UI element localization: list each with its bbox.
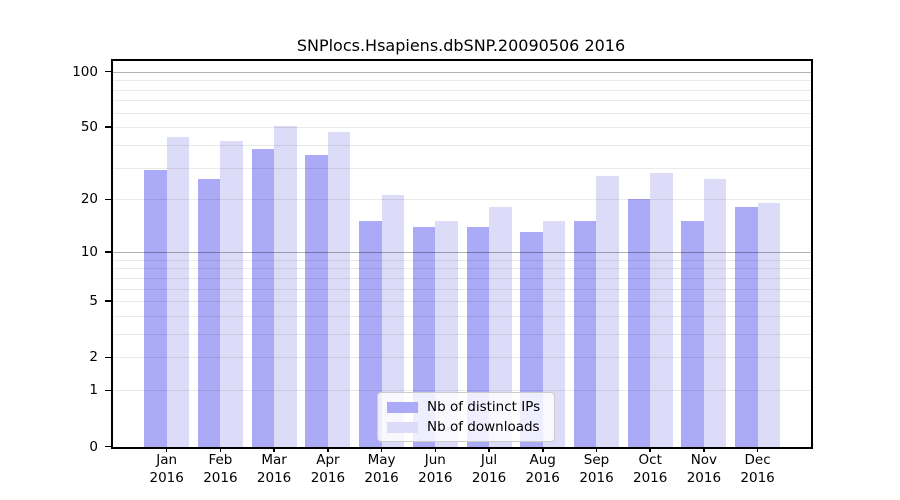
x-tickmark-jul bbox=[488, 446, 490, 452]
bar-ips-jan bbox=[144, 170, 167, 447]
gridline-7 bbox=[112, 277, 811, 279]
gridline-100 bbox=[112, 71, 811, 73]
x-tick-label-dec: Dec 2016 bbox=[740, 452, 775, 486]
x-tickmark-feb bbox=[219, 446, 222, 452]
legend-swatch-ips bbox=[387, 401, 418, 413]
gridline-3 bbox=[112, 333, 811, 335]
y-tickmark-10 bbox=[104, 251, 111, 253]
x-tickmark-jun bbox=[434, 446, 437, 452]
gridline-50 bbox=[112, 127, 811, 129]
y-tickmark-5 bbox=[104, 300, 111, 302]
gridline-1 bbox=[112, 390, 811, 392]
bar-ips-dec bbox=[735, 207, 758, 447]
gridline-9 bbox=[112, 259, 811, 261]
bar-downloads-jul bbox=[489, 207, 512, 447]
x-tickmark-jan bbox=[165, 446, 168, 452]
x-tickmark-aug bbox=[542, 446, 544, 452]
legend-swatch-downloads bbox=[387, 421, 418, 433]
bar-ips-jun bbox=[412, 226, 436, 447]
y-tick-label-20: 20 bbox=[80, 191, 98, 208]
gridline-8 bbox=[112, 268, 811, 270]
bar-downloads-may bbox=[381, 195, 405, 447]
y-tick-label-0: 0 bbox=[89, 438, 98, 455]
y-tickmark-100 bbox=[104, 70, 111, 73]
gridline-90 bbox=[112, 80, 811, 82]
bar-ips-jul bbox=[466, 226, 490, 447]
x-tickmark-dec bbox=[756, 446, 759, 452]
legend: Nb of distinct IPs Nb of downloads bbox=[377, 392, 556, 442]
legend-item-downloads: Nb of downloads bbox=[387, 419, 540, 435]
gridline-10 bbox=[112, 251, 811, 253]
x-tick-label-mar: Mar 2016 bbox=[256, 452, 292, 486]
legend-item-ips: Nb of distinct IPs bbox=[387, 399, 540, 415]
y-tick-label-1: 1 bbox=[89, 382, 98, 399]
gridline-40 bbox=[112, 144, 811, 146]
x-tick-label-jul: Jul 2016 bbox=[471, 452, 507, 486]
bar-ips-feb bbox=[197, 178, 221, 447]
bar-ips-sep bbox=[573, 221, 597, 447]
legend-label-downloads: Nb of downloads bbox=[427, 419, 540, 435]
y-tick-label-5: 5 bbox=[89, 293, 98, 309]
plot-area bbox=[110, 58, 813, 449]
x-tick-label-feb: Feb 2016 bbox=[203, 452, 238, 486]
x-tick-label-jun: Jun 2016 bbox=[418, 452, 453, 486]
bar-ips-nov bbox=[681, 221, 704, 447]
bar-downloads-jan bbox=[166, 137, 190, 447]
bar-downloads-sep bbox=[596, 175, 619, 447]
bar-ips-apr bbox=[305, 155, 328, 447]
x-tick-label-aug: Aug 2016 bbox=[525, 452, 560, 486]
x-tick-label-jan: Jan 2016 bbox=[149, 452, 184, 486]
gridline-70 bbox=[112, 100, 811, 102]
x-tick-label-nov: Nov 2016 bbox=[686, 452, 722, 486]
bar-downloads-mar bbox=[274, 125, 297, 447]
x-tick-label-may: May 2016 bbox=[364, 452, 399, 486]
legend-label-ips: Nb of distinct IPs bbox=[427, 399, 541, 415]
gridline-30 bbox=[112, 167, 811, 169]
gridline-6 bbox=[112, 288, 811, 290]
y-tickmark-50 bbox=[104, 126, 111, 128]
x-tick-label-apr: Apr 2016 bbox=[310, 452, 346, 486]
bar-downloads-oct bbox=[650, 173, 673, 447]
y-tickmark-1 bbox=[104, 389, 111, 391]
gridline-20 bbox=[112, 199, 811, 201]
x-tickmark-sep bbox=[595, 446, 598, 452]
bar-downloads-jun bbox=[435, 221, 458, 447]
gridline-2 bbox=[112, 357, 811, 359]
gridline-5 bbox=[112, 301, 811, 302]
gridline-80 bbox=[112, 89, 811, 91]
bar-ips-may bbox=[359, 221, 382, 447]
y-tickmark-0 bbox=[104, 445, 111, 448]
x-tickmark-mar bbox=[273, 446, 275, 452]
x-tickmark-nov bbox=[703, 446, 705, 452]
bar-downloads-aug bbox=[542, 221, 566, 447]
bar-ips-mar bbox=[251, 148, 275, 447]
y-tick-label-10: 10 bbox=[80, 243, 98, 260]
bar-downloads-apr bbox=[327, 132, 351, 447]
bar-downloads-feb bbox=[220, 141, 243, 447]
y-tickmark-2 bbox=[104, 356, 111, 358]
y-tick-label-2: 2 bbox=[89, 349, 98, 366]
gridline-60 bbox=[112, 112, 811, 114]
bar-downloads-nov bbox=[703, 178, 727, 447]
y-tick-label-100: 100 bbox=[72, 63, 98, 80]
chart-title: SNPlocs.Hsapiens.dbSNP.20090506 2016 bbox=[296, 36, 626, 55]
bar-downloads-dec bbox=[757, 203, 781, 447]
y-tick-label-50: 50 bbox=[80, 119, 98, 136]
x-tickmark-apr bbox=[327, 446, 329, 452]
x-tickmark-oct bbox=[649, 446, 651, 452]
gridline-4 bbox=[112, 315, 811, 317]
bar-ips-oct bbox=[627, 199, 651, 447]
y-tickmark-20 bbox=[104, 198, 111, 200]
x-tick-label-sep: Sep 2016 bbox=[579, 452, 614, 486]
x-tickmark-may bbox=[380, 446, 383, 452]
x-tick-label-oct: Oct 2016 bbox=[633, 452, 668, 486]
